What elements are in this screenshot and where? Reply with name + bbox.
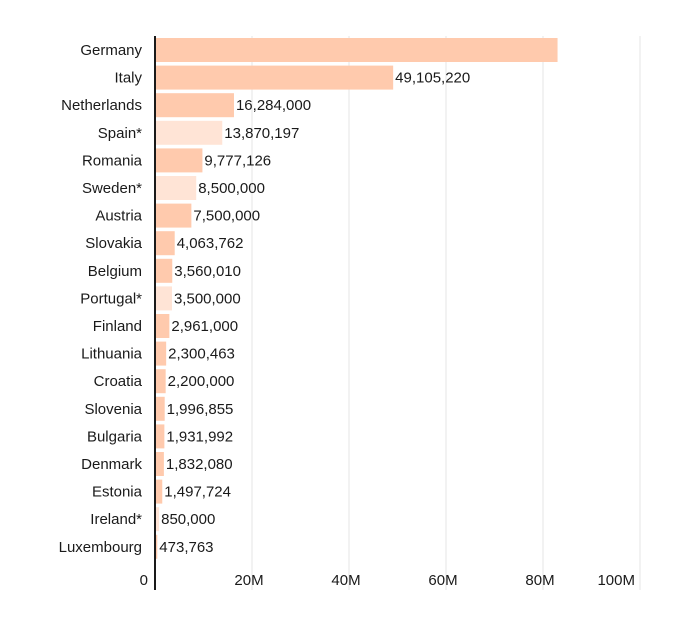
value-label: 13,870,197 xyxy=(224,125,299,142)
bar xyxy=(155,424,165,449)
bar xyxy=(155,479,163,504)
x-tick-labels: 0 20M 40M 60M 80M 100M xyxy=(140,572,635,589)
bar xyxy=(155,148,203,173)
bar xyxy=(155,286,172,311)
bar xyxy=(155,369,166,394)
bar xyxy=(155,534,158,559)
category-label: Netherlands xyxy=(61,97,142,114)
value-label: 7,500,000 xyxy=(193,208,260,225)
x-tick-label: 60M xyxy=(428,572,457,589)
bar xyxy=(155,120,223,145)
bar xyxy=(155,341,167,366)
value-label: 2,200,000 xyxy=(168,373,235,390)
bar xyxy=(155,65,394,90)
value-label: 1,497,724 xyxy=(164,484,231,501)
x-tick-label: 20M xyxy=(234,572,263,589)
value-label: 473,763 xyxy=(159,539,213,556)
bar xyxy=(155,258,173,283)
bar xyxy=(155,38,558,62)
value-label: 3,500,000 xyxy=(174,290,241,307)
category-label: Lithuania xyxy=(81,346,143,363)
category-label: Romania xyxy=(82,152,143,169)
value-label: 850,000 xyxy=(161,511,215,528)
gridlines xyxy=(251,36,641,590)
value-label: 2,300,463 xyxy=(168,346,235,363)
value-label: 1,931,992 xyxy=(166,428,233,445)
category-labels: Germany Italy Netherlands Spain* Romania Swed… xyxy=(59,42,143,556)
value-label: 4,063,762 xyxy=(177,235,244,252)
value-label: 1,996,855 xyxy=(167,401,234,418)
category-label: Estonia xyxy=(92,484,143,501)
category-label: Finland xyxy=(93,318,142,335)
category-label: Luxembourg xyxy=(59,539,142,556)
category-label: Slovakia xyxy=(85,235,142,252)
bar xyxy=(155,93,234,118)
value-labels: 49,105,220 16,284,000 13,870,197 9,777,126 8… xyxy=(159,70,470,556)
x-tick-label: 40M xyxy=(331,572,360,589)
value-label: 9,777,126 xyxy=(204,152,271,169)
bar xyxy=(155,176,197,200)
category-label: Portugal* xyxy=(80,290,142,307)
value-label: 1,832,080 xyxy=(166,456,233,473)
bar xyxy=(155,452,164,476)
bar xyxy=(155,396,165,421)
value-label: 49,105,220 xyxy=(395,70,470,87)
category-label: Spain* xyxy=(98,125,142,142)
x-tick-label: 100M xyxy=(597,572,635,589)
category-label: Italy xyxy=(114,70,142,87)
value-label: 16,284,000 xyxy=(236,97,311,114)
value-label: 3,560,010 xyxy=(174,263,241,280)
category-label: Belgium xyxy=(88,263,142,280)
category-label: Slovenia xyxy=(84,401,142,418)
bar xyxy=(155,507,160,532)
x-tick-label: 80M xyxy=(525,572,554,589)
category-label: Austria xyxy=(95,208,142,225)
bar xyxy=(155,314,170,338)
category-label: Germany xyxy=(80,42,142,59)
value-label: 8,500,000 xyxy=(198,180,265,197)
category-label: Ireland* xyxy=(90,511,142,528)
category-label: Bulgaria xyxy=(87,428,143,445)
category-label: Croatia xyxy=(94,373,143,390)
value-label: 2,961,000 xyxy=(171,318,238,335)
bar xyxy=(155,231,175,256)
bars xyxy=(155,38,558,559)
x-tick-label: 0 xyxy=(140,572,148,589)
bar xyxy=(155,203,192,228)
category-label: Sweden* xyxy=(82,180,142,197)
category-label: Denmark xyxy=(81,456,142,473)
